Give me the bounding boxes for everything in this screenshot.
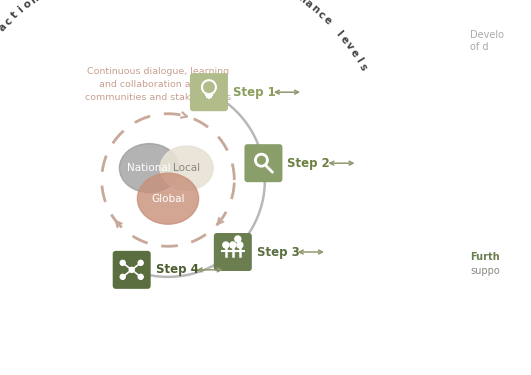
Text: a: a [302, 0, 314, 10]
Text: n: n [296, 0, 307, 5]
Text: i: i [16, 5, 25, 15]
Ellipse shape [119, 144, 179, 193]
Text: l: l [333, 28, 344, 38]
Text: n: n [28, 0, 40, 6]
Text: of d: of d [470, 42, 489, 52]
Text: s: s [357, 62, 369, 73]
Text: Continuous dialogue, learning
and collaboration among
communities and stakeholde: Continuous dialogue, learning and collab… [85, 67, 231, 102]
Text: t: t [10, 10, 20, 21]
Text: e: e [348, 48, 360, 59]
Text: Develo: Develo [470, 30, 504, 40]
Text: c: c [3, 15, 14, 27]
Text: l: l [353, 56, 364, 64]
Circle shape [138, 274, 143, 279]
Circle shape [235, 236, 241, 242]
FancyBboxPatch shape [244, 144, 282, 182]
Text: Local: Local [173, 163, 200, 173]
Text: Step 1: Step 1 [233, 86, 276, 99]
Circle shape [120, 274, 125, 279]
Ellipse shape [160, 146, 213, 190]
Text: c: c [315, 9, 327, 21]
Text: n: n [309, 3, 321, 16]
Text: o: o [21, 0, 33, 10]
Circle shape [129, 267, 134, 272]
Circle shape [237, 242, 243, 248]
Text: a: a [0, 21, 9, 33]
Text: Furth: Furth [470, 252, 500, 262]
Circle shape [138, 260, 143, 266]
Text: r: r [0, 28, 3, 39]
Text: e: e [338, 34, 350, 46]
Ellipse shape [138, 173, 199, 224]
FancyBboxPatch shape [190, 73, 228, 111]
FancyBboxPatch shape [214, 233, 252, 271]
FancyBboxPatch shape [113, 251, 151, 289]
Text: Global: Global [151, 194, 185, 204]
Text: Step 4: Step 4 [156, 263, 199, 276]
Text: suppo: suppo [470, 266, 500, 276]
Text: Step 3: Step 3 [257, 246, 299, 258]
Text: e: e [321, 15, 333, 27]
Circle shape [230, 242, 236, 248]
Text: v: v [343, 40, 355, 52]
Text: National: National [127, 163, 171, 173]
Text: Step 2: Step 2 [287, 157, 330, 170]
Circle shape [223, 242, 229, 248]
Circle shape [120, 260, 125, 266]
